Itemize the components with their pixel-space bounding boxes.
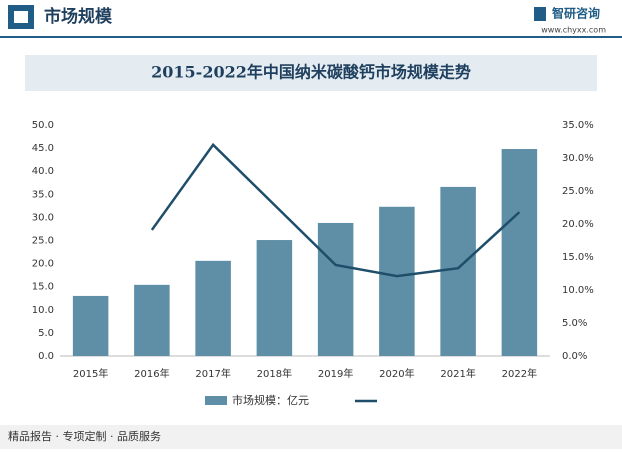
y-tick-label: 30.0: [32, 212, 54, 223]
x-tick-label: 2020年: [379, 367, 414, 380]
title-box: [25, 55, 597, 91]
x-tick-label: 2022年: [502, 367, 537, 380]
x-tick-label: 2018年: [257, 367, 292, 380]
y-tick-label: 25.0: [32, 236, 54, 247]
y2-tick-label: 20.0%: [562, 219, 594, 230]
bar: [317, 222, 354, 356]
legend-swatch: [205, 396, 227, 405]
bar: [134, 284, 170, 356]
chart-title: 2015-2022年中国纳米碳酸钙市场规模走势: [151, 63, 471, 82]
y2-tick-label: 35.0%: [562, 120, 594, 131]
y-tick-label: 5.0: [38, 328, 54, 339]
x-tick-label: 2019年: [318, 367, 353, 380]
brand-url: www.chyxx.com: [541, 26, 606, 35]
y-tick-label: 35.0: [32, 189, 54, 200]
y-tick-label: 10.0: [32, 305, 54, 316]
y-tick-label: 15.0: [32, 282, 54, 293]
bar: [379, 206, 415, 356]
y2-tick-label: 10.0%: [562, 285, 594, 296]
bar: [501, 149, 538, 356]
y2-tick-label: 5.0%: [562, 318, 587, 329]
y-tick-label: 45.0: [32, 143, 54, 154]
y-tick-label: 0.0: [38, 351, 54, 362]
footer-bar: [0, 425, 622, 449]
y-tick-label: 40.0: [32, 166, 54, 177]
footer-text: 精品报告 · 专项定制 · 品质服务: [8, 429, 161, 443]
header-title: 市场规模: [44, 6, 113, 27]
y-tick-label: 20.0: [32, 259, 54, 270]
bar: [72, 295, 109, 356]
y-tick-label: 50.0: [32, 120, 54, 131]
header-icon-inner: [14, 11, 28, 23]
brand-name: 智研咨询: [551, 6, 600, 21]
y2-tick-label: 15.0%: [562, 252, 594, 263]
y2-tick-label: 0.0%: [562, 351, 587, 362]
x-tick-label: 2016年: [134, 367, 169, 380]
bar: [440, 186, 476, 356]
y2-tick-label: 30.0%: [562, 153, 594, 164]
bar: [195, 260, 231, 356]
bar: [256, 240, 293, 356]
y2-tick-label: 25.0%: [562, 186, 594, 197]
x-tick-label: 2021年: [440, 367, 475, 380]
brand-logo: [534, 7, 546, 21]
line: [150, 142, 521, 278]
x-tick-label: 2017年: [195, 367, 230, 380]
x-tick-label: 2015年: [73, 367, 108, 380]
legend-label: 市场规模：亿元: [232, 393, 309, 407]
